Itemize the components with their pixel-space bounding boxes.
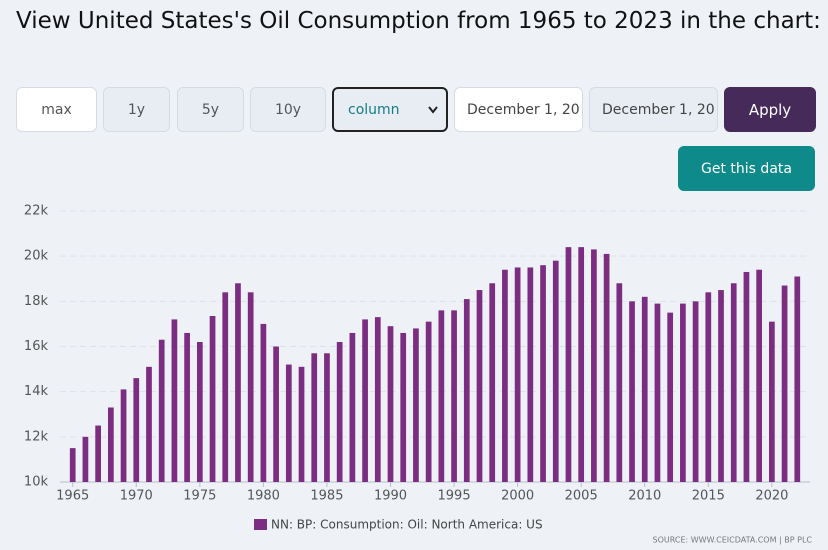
bar: [285, 364, 292, 482]
get-data-button[interactable]: Get this data: [678, 146, 815, 191]
select-value: column: [348, 101, 400, 118]
bar: [324, 353, 330, 482]
bar: [374, 317, 381, 482]
source: SOURCE: WWW.CEICDATA.COM | BP PLC: [652, 536, 812, 545]
bar: [349, 332, 356, 482]
page-title: View United States's Oil Consumption fro…: [16, 8, 821, 34]
chart-type-select[interactable]: column: [332, 87, 448, 132]
bar: [667, 312, 674, 482]
bar: [514, 267, 521, 482]
bar: [95, 425, 101, 482]
bar: [209, 316, 216, 482]
y-tick-label: 20k: [24, 249, 49, 264]
bar: [120, 389, 127, 482]
x-tick-label: 1985: [310, 489, 343, 504]
legend-swatch: [254, 519, 267, 530]
bar: [413, 328, 419, 482]
bar: [298, 366, 305, 482]
legend-label: NN: BP: Consumption: Oil: North America:…: [271, 518, 543, 532]
bar: [730, 283, 737, 482]
bar: [235, 283, 241, 482]
bar: [591, 249, 597, 482]
bar: [616, 283, 623, 482]
bar: [527, 267, 534, 482]
bar: [400, 332, 407, 482]
bar: [387, 326, 394, 482]
bar: [692, 301, 699, 482]
bar: [260, 323, 267, 482]
y-tick-label: 10k: [24, 475, 49, 490]
bar: [133, 378, 140, 482]
bar: [362, 319, 368, 482]
bar: [794, 276, 801, 482]
bar: [184, 332, 190, 482]
bar: [743, 271, 750, 482]
x-tick-label: 2005: [565, 489, 598, 504]
chevron: [428, 105, 438, 114]
bar: [107, 407, 114, 482]
bar: [476, 290, 483, 482]
range-button[interactable]: 1y: [103, 87, 170, 132]
bar: [718, 290, 724, 482]
x-tick-label: 1990: [374, 489, 407, 504]
bar: [82, 436, 89, 482]
x-tick-label: 1995: [438, 489, 471, 504]
bar: [603, 253, 610, 482]
bar: [451, 310, 457, 482]
bar: [69, 448, 76, 482]
bar: [247, 292, 254, 482]
bar: [425, 321, 432, 482]
bar: [463, 299, 470, 482]
bar: [146, 366, 152, 482]
bar: [629, 301, 635, 482]
y-tick-label: 18k: [24, 294, 49, 309]
bar: [641, 296, 648, 482]
bar: [654, 303, 661, 482]
range-button[interactable]: 10y: [250, 87, 326, 132]
bar: [502, 269, 508, 482]
x-tick-label: 2010: [628, 489, 661, 504]
end-date[interactable]: December 1, 20: [589, 87, 718, 132]
x-tick-label: 2000: [501, 489, 534, 504]
bar: [438, 310, 445, 482]
x-tick-label: 1970: [120, 489, 153, 504]
bar: [171, 319, 178, 482]
bar: [552, 260, 559, 482]
x-tick-label: 1965: [56, 489, 89, 504]
bar: [756, 269, 763, 482]
bar: [769, 321, 775, 482]
bar: [196, 341, 203, 482]
bar: [158, 339, 165, 482]
bar: [336, 341, 343, 482]
bar: [781, 285, 788, 482]
apply-button[interactable]: Apply: [724, 87, 816, 132]
y-tick-label: 12k: [24, 429, 49, 444]
bar: [705, 292, 712, 482]
x-tick-label: 1980: [247, 489, 280, 504]
bar: [578, 247, 585, 482]
range-button[interactable]: 5y: [177, 87, 244, 132]
bar: [311, 353, 318, 482]
bar: [273, 346, 279, 482]
y-tick-label: 14k: [24, 384, 49, 399]
x-tick-label: 2020: [755, 489, 788, 504]
bar: [489, 283, 496, 482]
bar: [222, 292, 229, 482]
bar: [540, 265, 546, 482]
y-tick-label: 22k: [24, 204, 49, 219]
y-tick-label: 16k: [24, 339, 49, 354]
x-tick-label: 2015: [692, 489, 725, 504]
bar: [565, 247, 572, 482]
range-button[interactable]: max: [16, 87, 97, 132]
start-date[interactable]: December 1, 20: [454, 87, 583, 132]
x-tick-label: 1975: [183, 489, 216, 504]
bar: [680, 303, 686, 482]
